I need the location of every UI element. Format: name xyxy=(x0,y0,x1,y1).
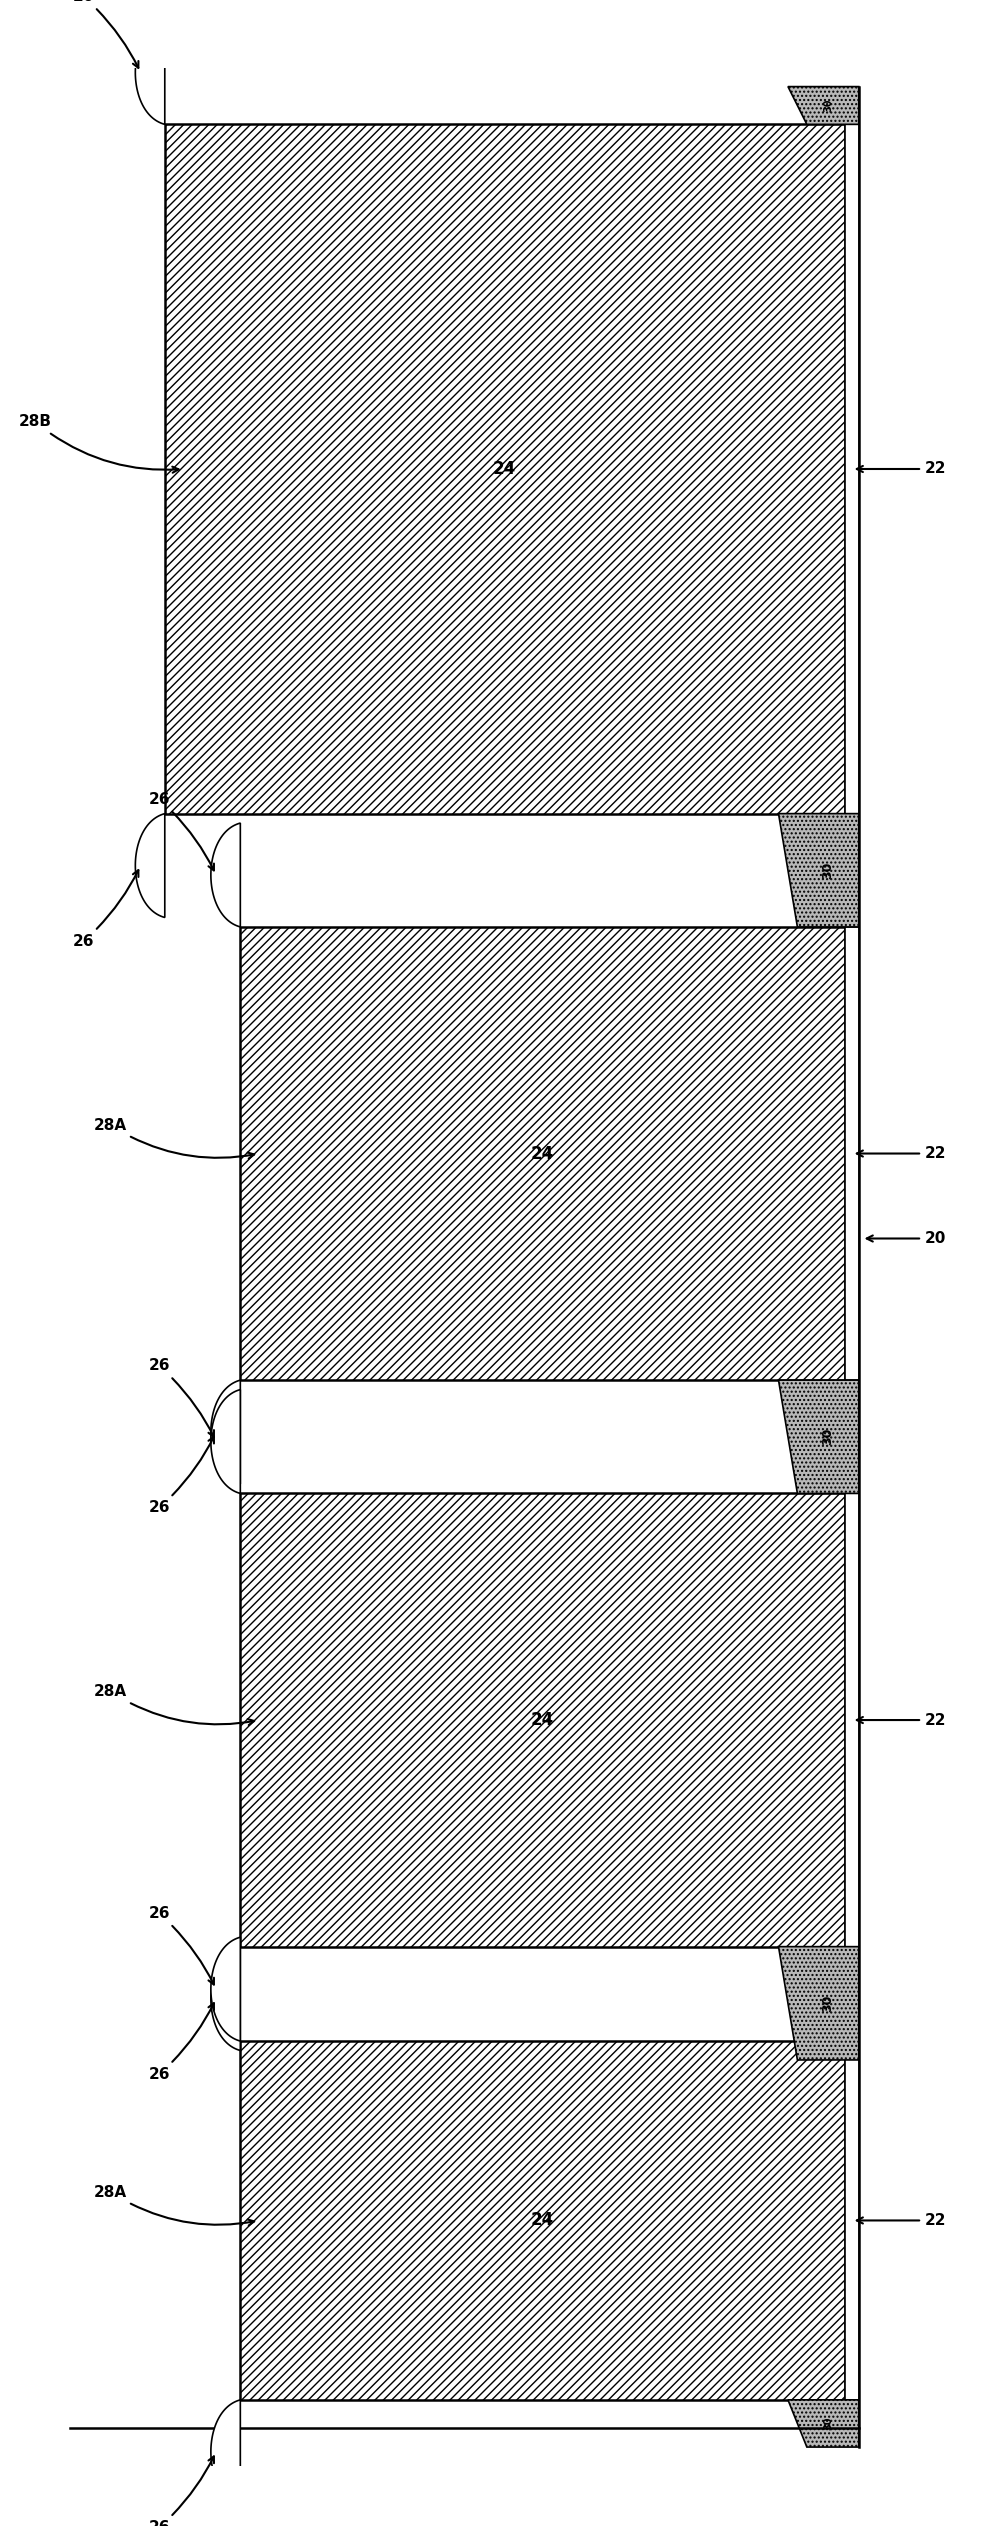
Text: 24: 24 xyxy=(493,460,516,477)
Text: 20: 20 xyxy=(867,1230,946,1245)
Bar xyxy=(845,1493,859,1948)
Bar xyxy=(165,124,845,813)
Polygon shape xyxy=(211,1379,241,1483)
Text: 22: 22 xyxy=(857,1147,946,1162)
Text: 24: 24 xyxy=(531,1144,554,1162)
Bar xyxy=(845,124,859,813)
Text: 26: 26 xyxy=(149,1437,214,1516)
Text: 28A: 28A xyxy=(93,1116,254,1159)
Polygon shape xyxy=(211,1937,241,2041)
Polygon shape xyxy=(211,1389,241,1493)
Polygon shape xyxy=(211,2400,241,2503)
Text: 22: 22 xyxy=(857,1713,946,1728)
Polygon shape xyxy=(788,86,859,124)
Text: 26: 26 xyxy=(149,793,214,871)
Text: 22: 22 xyxy=(857,2213,946,2228)
Text: 24: 24 xyxy=(531,2210,554,2230)
Text: 28B: 28B xyxy=(19,414,179,472)
Text: 28A: 28A xyxy=(93,1685,254,1725)
Polygon shape xyxy=(778,1948,859,2059)
Polygon shape xyxy=(135,20,165,124)
Text: 26: 26 xyxy=(149,1907,214,1985)
Text: 28A: 28A xyxy=(93,2185,254,2225)
Polygon shape xyxy=(778,813,859,927)
Text: 26: 26 xyxy=(74,869,138,950)
Text: 30: 30 xyxy=(823,99,833,111)
Text: 26: 26 xyxy=(149,2003,214,2081)
Text: 22: 22 xyxy=(857,462,946,477)
Text: 30: 30 xyxy=(822,1427,835,1445)
Polygon shape xyxy=(788,2400,859,2448)
Polygon shape xyxy=(211,1948,241,2051)
Bar xyxy=(241,927,845,1379)
Polygon shape xyxy=(211,823,241,927)
Bar xyxy=(845,927,859,1379)
Text: 30: 30 xyxy=(822,1996,835,2013)
Polygon shape xyxy=(135,813,165,917)
Text: 30: 30 xyxy=(823,2417,833,2430)
Text: 26: 26 xyxy=(149,2455,214,2526)
Polygon shape xyxy=(778,1379,859,1493)
Text: 26: 26 xyxy=(149,1359,214,1437)
Bar xyxy=(241,1493,845,1948)
Text: 30: 30 xyxy=(822,861,835,879)
Bar xyxy=(845,2041,859,2400)
Text: 26: 26 xyxy=(74,0,138,68)
Bar xyxy=(241,2041,845,2400)
Text: 24: 24 xyxy=(531,1710,554,1728)
